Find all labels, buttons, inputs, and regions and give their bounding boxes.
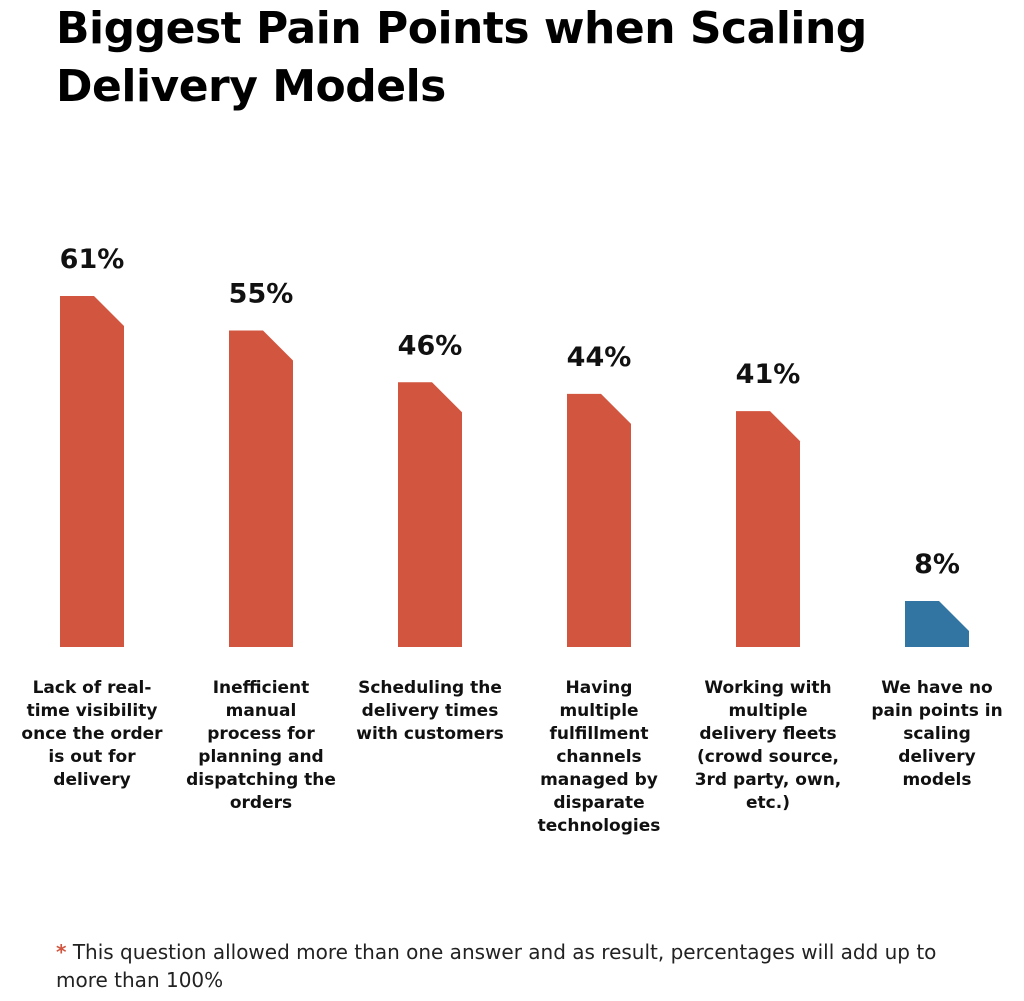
value-label: 55%: [229, 279, 294, 310]
footnote-text: This question allowed more than one answ…: [56, 940, 937, 992]
category-label: Lack of real-time visibility once the or…: [21, 678, 163, 790]
category-label: Working with multiple delivery fleets (c…: [694, 678, 842, 813]
category-label: Inefficient manual process for planning …: [186, 678, 336, 813]
category-label: Scheduling the delivery times with custo…: [356, 678, 504, 744]
value-label: 41%: [736, 359, 801, 390]
footnote-asterisk: *: [56, 940, 67, 964]
bar: [567, 393, 631, 647]
value-label: 8%: [914, 549, 960, 580]
value-label: 44%: [567, 342, 632, 373]
chart-title: Biggest Pain Points when Scaling Deliver…: [56, 3, 867, 112]
bar: [905, 600, 969, 647]
bar: [398, 382, 462, 647]
footnote: * This question allowed more than one an…: [56, 938, 986, 994]
bar: [229, 330, 293, 647]
bar: [60, 296, 124, 647]
value-label: 61%: [60, 244, 125, 275]
bar: [736, 411, 800, 647]
category-label: We have no pain points in scaling delive…: [871, 678, 1003, 790]
category-label: Having multiple fulfillment channels man…: [537, 678, 661, 836]
value-label: 46%: [398, 330, 463, 361]
